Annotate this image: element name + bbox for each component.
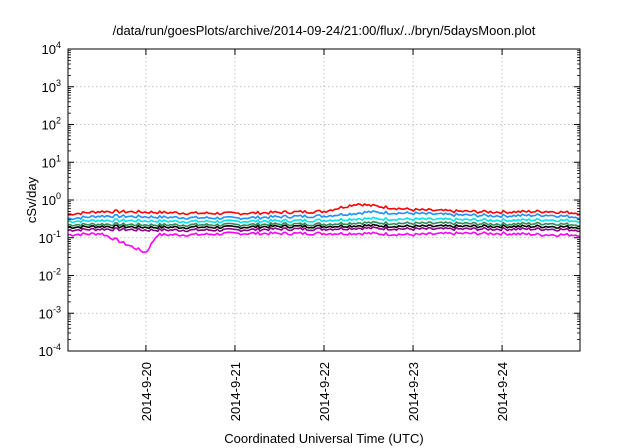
series-line [67,210,581,221]
x-tick-label: 2014-9-23 [406,362,421,421]
series-line [67,223,581,230]
y-axis-label: cSv/day [24,176,39,223]
series-line [67,203,581,216]
x-tick-label: 2014-9-20 [139,362,154,421]
y-tick-label: 10-1 [39,229,61,246]
series-line [67,231,581,253]
y-tick-label: 100 [42,191,61,208]
y-tick-label: 103 [42,78,61,95]
y-tick-label: 10-3 [39,304,61,321]
y-axis: 10-4 10-3 10-2 10-1 100 101 102 103 104 [39,40,580,359]
y-tick-label: 104 [42,40,61,57]
y-tick-label: 101 [42,153,61,170]
grid [68,49,580,351]
x-tick-label: 2014-9-24 [495,362,510,421]
x-tick-label: 2014-9-22 [317,362,332,421]
series-line [67,216,581,224]
series-line [67,226,581,233]
series-line [67,220,581,227]
x-axis: 2014-9-20 2014-9-21 2014-9-22 2014-9-23 2014… [139,49,510,421]
y-tick-label: 102 [42,116,61,133]
x-tick-label: 2014-9-21 [228,362,243,421]
x-axis-label: Coordinated Universal Time (UTC) [224,431,423,446]
chart-title: /data/run/goesPlots/archive/2014-09-24/2… [113,23,536,38]
series-group [67,203,581,253]
y-tick-label: 10-4 [39,342,61,359]
y-tick-label: 10-2 [39,267,61,284]
